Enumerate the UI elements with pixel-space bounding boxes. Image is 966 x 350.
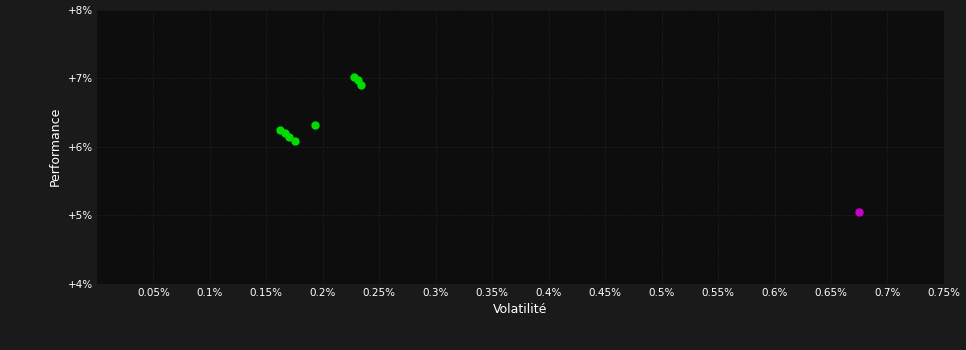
Point bbox=[307, 122, 323, 127]
Point bbox=[347, 74, 362, 79]
Point bbox=[281, 134, 297, 140]
Point bbox=[851, 209, 867, 215]
X-axis label: Volatilité: Volatilité bbox=[494, 303, 548, 316]
Point bbox=[350, 77, 365, 83]
Point bbox=[272, 127, 288, 132]
Y-axis label: Performance: Performance bbox=[49, 107, 62, 186]
Point bbox=[278, 130, 294, 136]
Point bbox=[354, 82, 369, 88]
Point bbox=[287, 138, 302, 144]
